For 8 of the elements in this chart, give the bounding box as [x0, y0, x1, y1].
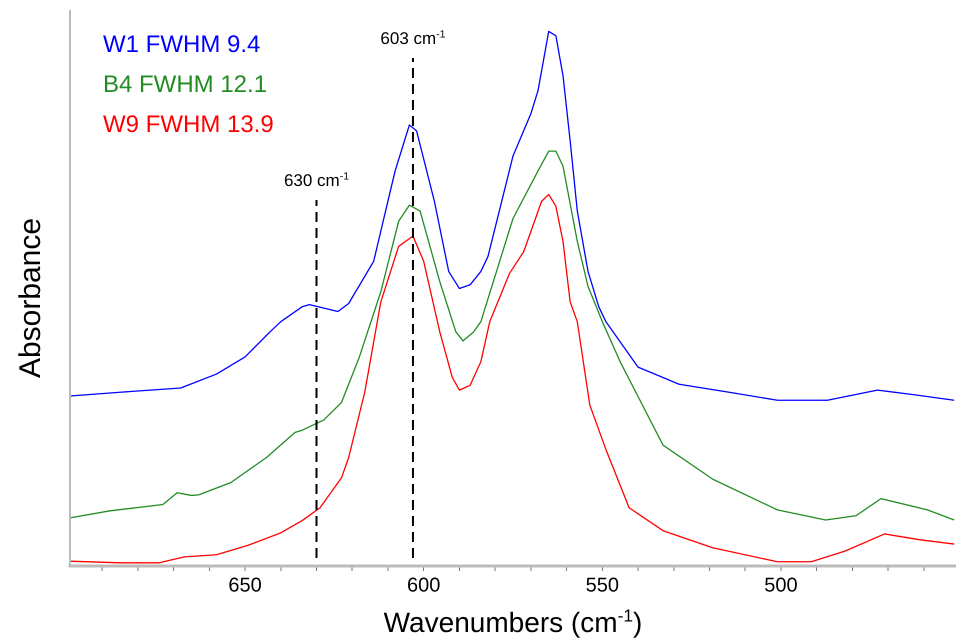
x-tick-label: 650: [228, 574, 262, 597]
x-tick-label: 500: [764, 574, 798, 597]
text: B4 FWHM 12.1: [103, 71, 268, 98]
y-axis-title: Absorbance: [14, 218, 47, 378]
x-tick-label: 550: [586, 574, 619, 597]
text: W9 FWHM 13.9: [103, 111, 274, 138]
x-tick-label: 600: [407, 574, 440, 597]
text: W1 FWHM 9.4: [103, 31, 260, 58]
